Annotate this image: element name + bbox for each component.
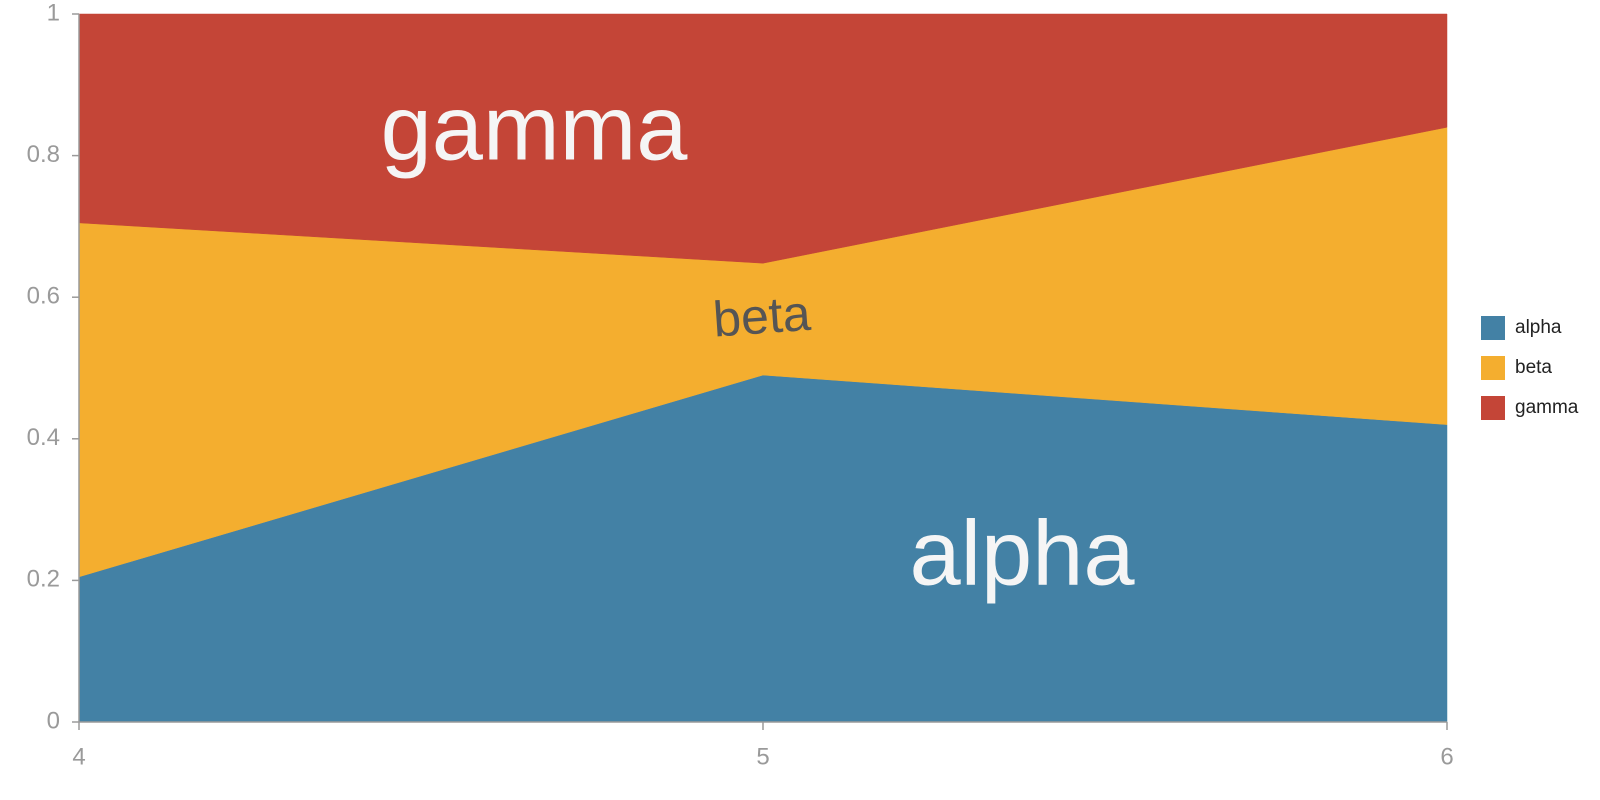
y-tick-label: 0.6	[27, 283, 60, 310]
y-tick-label: 0	[47, 707, 60, 734]
y-axis-ticks: 0 0.2 0.4 0.6 0.8 1	[27, 0, 79, 734]
area-label-gamma: gamma	[381, 77, 689, 179]
area-label-alpha: alpha	[909, 502, 1135, 604]
legend-swatch-gamma	[1481, 396, 1505, 420]
y-tick-label: 0.8	[27, 141, 60, 168]
legend-label-beta: beta	[1515, 357, 1552, 378]
legend-swatch-alpha	[1481, 316, 1505, 340]
area-label-beta: beta	[711, 285, 812, 348]
x-tick-label: 5	[756, 743, 769, 770]
legend: alpha beta gamma	[1481, 316, 1579, 420]
y-tick-label: 0.4	[27, 424, 60, 451]
legend-swatch-beta	[1481, 356, 1505, 380]
legend-label-alpha: alpha	[1515, 317, 1562, 338]
y-tick-label: 1	[47, 0, 60, 26]
legend-label-gamma: gamma	[1515, 397, 1579, 418]
area-layer	[78, 13, 1448, 723]
y-tick-label: 0.2	[27, 566, 60, 593]
x-tick-label: 6	[1440, 743, 1453, 770]
x-axis-ticks: 4 5 6	[72, 722, 1454, 770]
x-tick-label: 4	[72, 743, 85, 770]
area-label-layer: gamma beta alpha	[381, 77, 1136, 604]
